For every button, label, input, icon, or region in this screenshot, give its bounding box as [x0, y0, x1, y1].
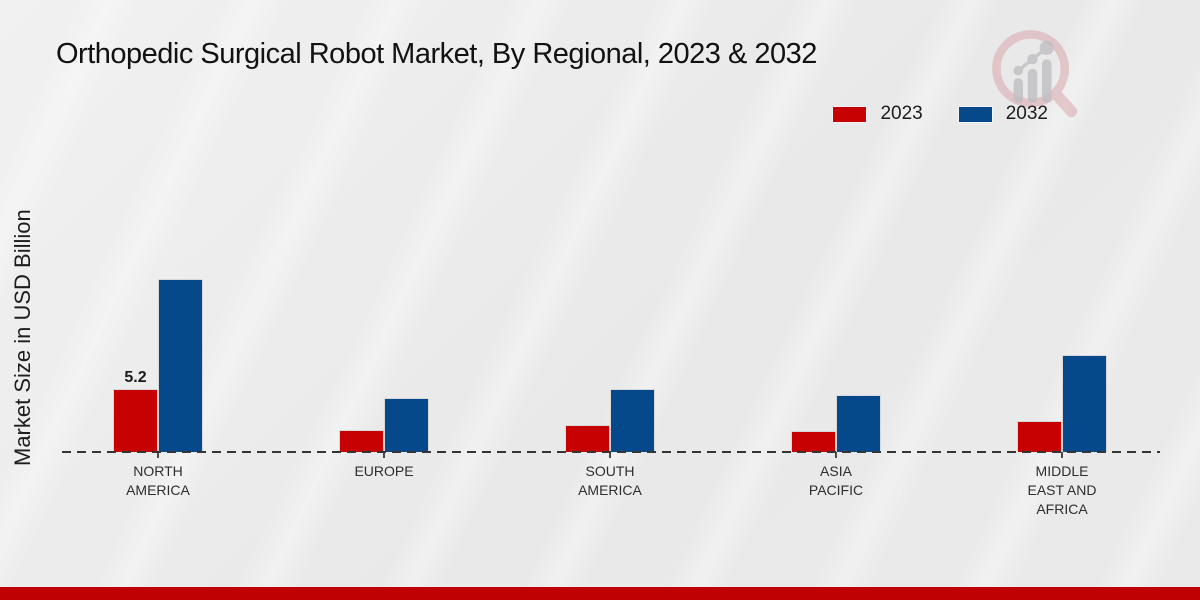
page-title: Orthopedic Surgical Robot Market, By Reg… [56, 38, 817, 70]
category-label: NORTH AMERICA [126, 463, 190, 498]
bar-2023 [791, 431, 836, 452]
axis-tick [1061, 452, 1063, 458]
legend-swatch-2023 [833, 106, 867, 122]
bar-2023: 5.2 [113, 369, 158, 452]
bar-2032 [158, 279, 203, 452]
bar-2032 [1062, 355, 1107, 452]
category-label: EUROPE [354, 463, 414, 479]
bar-2023 [339, 430, 384, 452]
axis-tick [609, 452, 611, 458]
legend-swatch-2032 [958, 106, 992, 122]
legend: 2023 2032 [833, 103, 1048, 125]
category-label: MIDDLE EAST AND AFRICA [1027, 463, 1097, 517]
axis-tick [157, 452, 159, 458]
bar-group: SOUTH AMERICA [497, 0, 723, 498]
legend-item-2023: 2023 [833, 103, 923, 125]
bar-group: 5.2 NORTH AMERICA [45, 0, 271, 498]
bar-2023 [565, 425, 610, 452]
magnifier-bar-chart-logo-icon [992, 30, 1078, 118]
bar-value-label: 5.2 [124, 369, 147, 386]
footer-accent-bar [0, 587, 1200, 600]
axis-tick [835, 452, 837, 458]
legend-item-2032: 2032 [958, 103, 1048, 125]
bar-2032 [836, 395, 881, 452]
category-label: ASIA PACIFIC [808, 463, 864, 498]
bar-group: EUROPE [271, 0, 497, 479]
legend-label-2023: 2023 [880, 103, 923, 124]
bar-2032 [384, 398, 429, 452]
bar-group: ASIA PACIFIC [723, 0, 949, 498]
category-label: SOUTH AMERICA [578, 463, 642, 498]
bar-group: MIDDLE EAST AND AFRICA [949, 0, 1175, 517]
y-axis-label: Market Size in USD Billion [10, 209, 35, 466]
bar-2023 [1017, 421, 1062, 452]
bar-2032 [610, 389, 655, 452]
axis-tick [383, 452, 385, 458]
legend-label-2032: 2032 [1005, 103, 1048, 124]
x-axis-zero-line [62, 451, 1160, 453]
plot-area: 5.2 NORTH AMERICA EUROPE SOUTH AMERICA ASIA … [45, 0, 1175, 517]
